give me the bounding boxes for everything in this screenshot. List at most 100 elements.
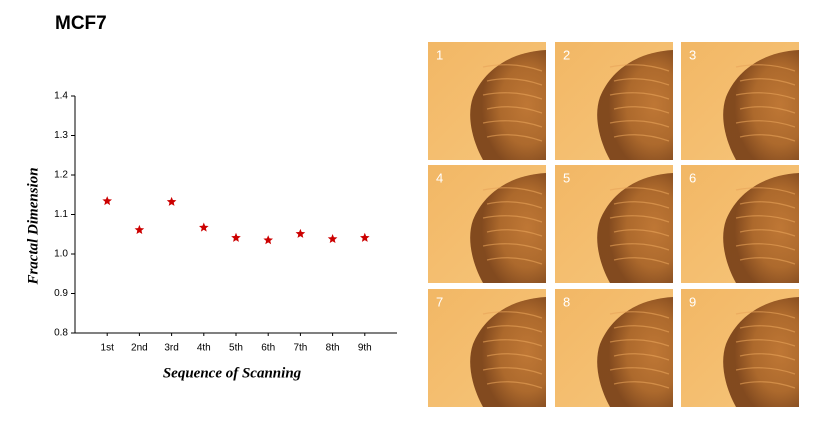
cell-texture <box>609 215 670 223</box>
cell-texture <box>482 215 543 223</box>
cell-texture <box>609 92 670 100</box>
cell-texture <box>482 311 543 319</box>
cell-texture <box>613 78 670 86</box>
point <box>102 196 112 206</box>
cell-shape <box>470 173 546 283</box>
chart-title: MCF7 <box>55 13 107 34</box>
x-tick-label: 7th <box>293 343 307 354</box>
x-tick-label: 4th <box>197 343 211 354</box>
x-tick-label: 6th <box>261 343 275 354</box>
panel-label: 5 <box>563 170 570 185</box>
cell-texture <box>609 339 670 347</box>
point <box>360 232 370 242</box>
cell-texture <box>739 78 796 86</box>
cell-texture <box>739 325 796 333</box>
panel-label: 1 <box>436 47 443 62</box>
cell-texture <box>739 229 796 237</box>
cell-texture <box>482 92 543 100</box>
cell-texture <box>735 187 796 195</box>
point <box>263 235 273 245</box>
cell-shape <box>723 173 799 283</box>
y-tick-label: 1.0 <box>54 249 68 260</box>
cell-texture <box>609 64 670 72</box>
cell-texture <box>613 201 670 209</box>
image-grid: 1 2 3 4 5 6 7 8 9 <box>428 42 799 407</box>
cell-texture <box>609 311 670 319</box>
panel-label: 7 <box>436 294 443 309</box>
cell-texture <box>613 106 670 114</box>
cell-texture <box>739 201 796 209</box>
cell-texture <box>486 257 543 265</box>
x-axis-label: Sequence of Scanning <box>163 365 302 381</box>
cell-texture <box>486 325 543 333</box>
x-tick-label: 5th <box>229 343 243 354</box>
y-tick-label: 1.1 <box>54 209 68 220</box>
y-tick-label: 0.8 <box>54 328 68 339</box>
cell-texture <box>609 243 670 251</box>
cell-texture <box>482 367 543 375</box>
y-axis-label: Fractal Dimension <box>25 167 41 285</box>
cell-texture <box>613 353 670 361</box>
cell-texture <box>486 201 543 209</box>
point <box>327 234 338 243</box>
cell-texture <box>613 134 670 142</box>
cell-texture <box>613 381 670 389</box>
cell-texture <box>739 381 796 389</box>
cell-shape <box>723 50 799 160</box>
cell-texture <box>735 367 796 375</box>
cell-texture <box>739 134 796 142</box>
x-tick-label: 9th <box>358 343 372 354</box>
y-tick-label: 1.4 <box>54 91 68 102</box>
cell-shape <box>723 297 799 407</box>
cell-texture <box>735 92 796 100</box>
cell-shape <box>597 297 673 407</box>
cell-texture <box>482 64 543 72</box>
cell-texture <box>735 120 796 128</box>
point <box>199 222 209 232</box>
y-tick-label: 1.2 <box>54 170 68 181</box>
cell-texture <box>735 339 796 347</box>
cell-texture <box>613 257 670 265</box>
cell-texture <box>486 229 543 237</box>
panel-label: 6 <box>689 170 696 185</box>
cell-texture <box>613 325 670 333</box>
point <box>231 232 241 242</box>
cell-shape <box>470 297 546 407</box>
cell-texture <box>482 243 543 251</box>
cell-texture <box>613 229 670 237</box>
point <box>134 224 145 234</box>
cell-texture <box>486 78 543 86</box>
panel-label: 8 <box>563 294 570 309</box>
point <box>166 196 177 206</box>
cell-shape <box>597 50 673 160</box>
panel-label: 4 <box>436 170 443 185</box>
cell-texture <box>482 187 543 195</box>
cell-texture <box>486 381 543 389</box>
cell-shape <box>597 173 673 283</box>
cell-texture <box>486 353 543 361</box>
cell-texture <box>609 367 670 375</box>
x-tick-label: 2nd <box>131 343 148 354</box>
cell-texture <box>609 120 670 128</box>
x-tick-label: 3rd <box>164 343 178 354</box>
cell-texture <box>735 215 796 223</box>
cell-texture <box>609 187 670 195</box>
y-tick-label: 0.9 <box>54 288 68 299</box>
cell-texture <box>482 120 543 128</box>
panel-label: 2 <box>563 47 570 62</box>
cell-texture <box>735 64 796 72</box>
x-tick-label: 1st <box>101 343 115 354</box>
cell-texture <box>482 339 543 347</box>
point <box>295 228 306 238</box>
cell-texture <box>735 311 796 319</box>
panel-label: 9 <box>689 294 696 309</box>
cell-texture <box>486 134 543 142</box>
panel-label: 3 <box>689 47 696 62</box>
cell-texture <box>486 106 543 114</box>
cell-texture <box>735 243 796 251</box>
y-tick-label: 1.3 <box>54 130 68 141</box>
cell-texture <box>739 106 796 114</box>
x-tick-label: 8th <box>326 343 340 354</box>
cell-shape <box>470 50 546 160</box>
